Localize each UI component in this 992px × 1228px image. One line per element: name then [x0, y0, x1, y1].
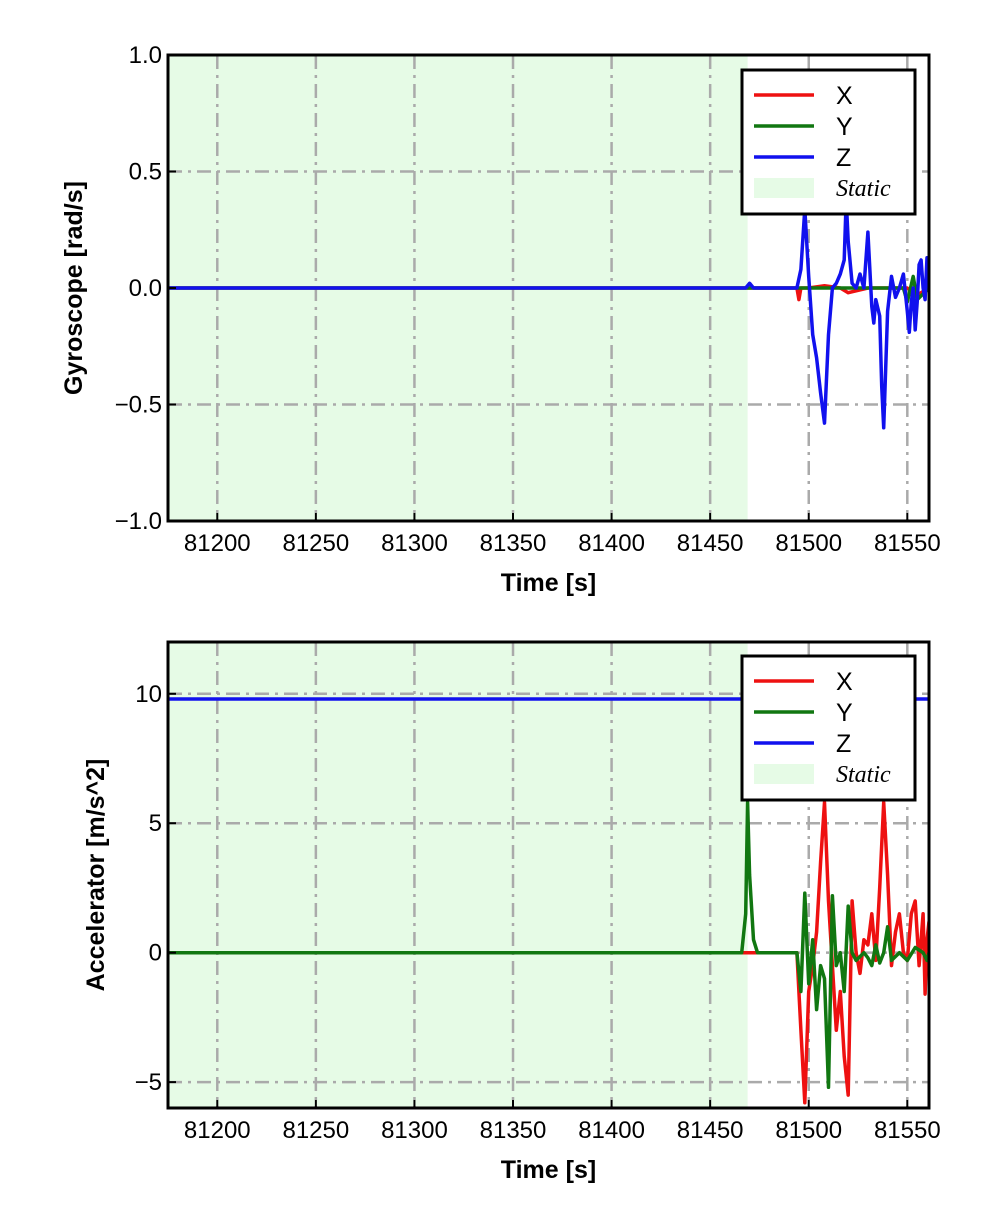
y-axis-label: Accelerator [m/s^2]	[82, 759, 110, 992]
series-group	[168, 197, 929, 430]
x-tick-label: 81450	[677, 1117, 744, 1144]
x-axis-label: Time [s]	[501, 1156, 596, 1184]
x-tick-label: 81450	[677, 530, 744, 557]
x-tick-label: 81550	[874, 530, 941, 557]
accelerometer-chart: 81200 81250 81300 81350 81400 81450 81500 81550…	[82, 640, 941, 1184]
y-tick-label: 5	[149, 810, 162, 837]
x-tick-label: 81250	[282, 1117, 349, 1144]
y-tick-label: 10	[135, 681, 162, 708]
plot-frame	[166, 640, 931, 1110]
legend-label-y: Y	[836, 113, 853, 141]
x-tick-label: 81200	[184, 530, 251, 557]
y-axis-label: Gyroscope [rad/s]	[60, 181, 88, 395]
x-tick-label: 81350	[480, 1117, 547, 1144]
y-tick-label: 0.0	[129, 275, 162, 302]
x-tick-label: 81300	[381, 530, 448, 557]
legend-swatch-static	[754, 178, 814, 198]
y-tick-label: 1.0	[129, 42, 162, 69]
x-axis-label: Time [s]	[501, 569, 596, 597]
legend-label-static: Static	[836, 176, 891, 202]
x-tick-label: 81550	[874, 1117, 941, 1144]
y-tick-label: 0.5	[129, 159, 162, 186]
static-region-shade	[168, 642, 748, 1108]
legend-label-z: Z	[836, 730, 851, 758]
legend-label-static: Static	[836, 762, 891, 788]
legend-label-x: X	[836, 668, 853, 696]
x-tick-label: 81400	[578, 1117, 645, 1144]
legend: XYZ Static	[740, 68, 917, 216]
x-tick-label: 81350	[480, 530, 547, 557]
gyroscope-chart: 81200 81250 81300 81350 81400 81450 81500 81550…	[60, 42, 941, 597]
y-tick-label: 0	[149, 940, 162, 967]
legend-label-x: X	[836, 82, 853, 110]
series-line-y	[168, 800, 929, 1090]
x-tick-label: 81500	[775, 1117, 842, 1144]
x-tick-label: 81500	[775, 530, 842, 557]
y-tick-label: −5	[135, 1069, 162, 1096]
series-line-z	[168, 197, 929, 430]
legend-label-y: Y	[836, 699, 853, 727]
legend-label-z: Z	[836, 144, 851, 172]
y-tick-label: −0.5	[115, 392, 162, 419]
x-tick-label: 81250	[282, 530, 349, 557]
x-tick-label: 81400	[578, 530, 645, 557]
y-tick-label: −1.0	[115, 508, 162, 535]
legend: XYZ Static	[740, 654, 917, 802]
x-tick-label: 81200	[184, 1117, 251, 1144]
legend-swatch-static	[754, 764, 814, 784]
x-tick-label: 81300	[381, 1117, 448, 1144]
